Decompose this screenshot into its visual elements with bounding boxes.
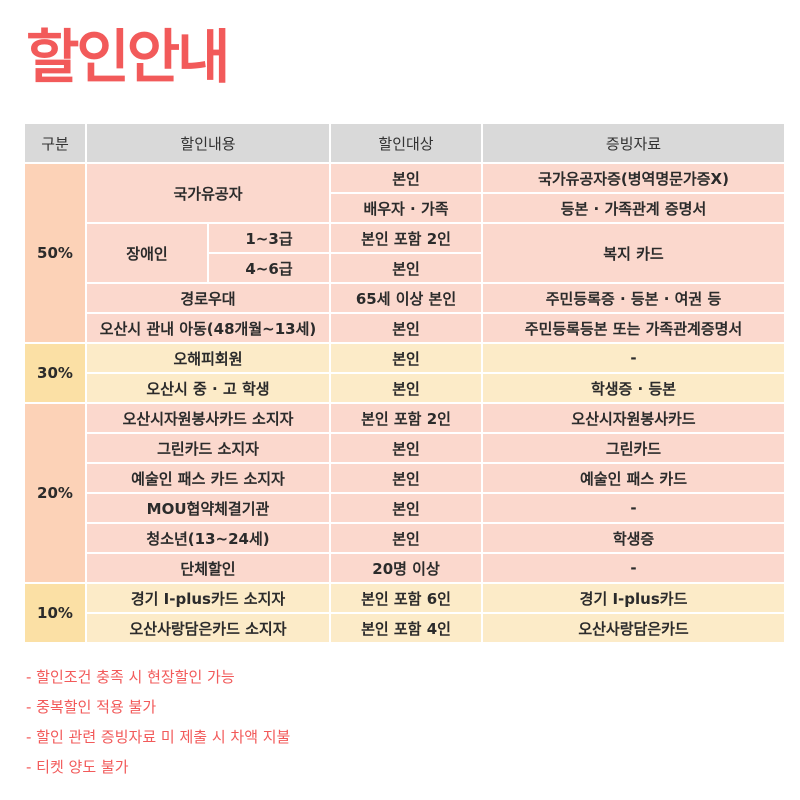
note-item: - 할인조건 충족 시 현장할인 가능 bbox=[26, 668, 235, 686]
target-cell: 본인 bbox=[331, 254, 482, 282]
header-category: 구분 bbox=[25, 124, 85, 162]
rate-cell-30: 30% bbox=[25, 344, 85, 402]
table-row: 오산사랑담은카드 소지자 본인 포함 4인 오산사랑담은카드 bbox=[25, 614, 785, 642]
rate-cell-20: 20% bbox=[25, 404, 85, 582]
target-cell: 본인 포함 6인 bbox=[331, 584, 482, 612]
header-target: 할인대상 bbox=[331, 124, 482, 162]
table-row: 오산시 중 · 고 학생 본인 학생증 · 등본 bbox=[25, 374, 785, 402]
proof-cell: 국가유공자증(병역명문가증X) bbox=[483, 164, 785, 192]
target-cell: 본인 포함 4인 bbox=[331, 614, 482, 642]
table-header-row: 구분 할인내용 할인대상 증빙자료 bbox=[25, 124, 785, 162]
content-cell: 오산시 중 · 고 학생 bbox=[87, 374, 330, 402]
table-row: 장애인 1~3급 본인 포함 2인 복지 카드 bbox=[25, 224, 785, 282]
content-cell: 경기 I-plus카드 소지자 bbox=[87, 584, 330, 612]
proof-cell: 주민등록등본 또는 가족관계증명서 bbox=[483, 314, 785, 342]
proof-cell: 등본 · 가족관계 증명서 bbox=[483, 194, 785, 222]
grade-cell: 4~6급 bbox=[209, 254, 330, 282]
table-row: 30% 오해피회원 본인 - bbox=[25, 344, 785, 402]
content-cell: 장애인 bbox=[87, 224, 207, 282]
proof-cell: 오산사랑담은카드 bbox=[483, 614, 785, 642]
target-cell: 본인 bbox=[331, 524, 482, 552]
note-item: - 티켓 양도 불가 bbox=[26, 758, 129, 776]
target-cell: 본인 포함 2인 bbox=[331, 404, 482, 432]
proof-cell: 주민등록증 · 등본 · 여권 등 bbox=[483, 284, 785, 312]
table-row: 10% 경기 I-plus카드 소지자 본인 포함 6인 경기 I-plus카드 bbox=[25, 584, 785, 642]
note-item: - 중복할인 적용 불가 bbox=[26, 698, 157, 716]
table-row: 20% 오산시자원봉사카드 소지자 본인 포함 2인 오산시자원봉사카드 bbox=[25, 404, 785, 582]
target-cell: 본인 bbox=[331, 344, 482, 372]
target-cell: 본인 bbox=[331, 494, 482, 522]
content-cell: 오해피회원 bbox=[87, 344, 330, 372]
table-row: 그린카드 소지자 본인 그린카드 bbox=[25, 434, 785, 462]
target-cell: 20명 이상 bbox=[331, 554, 482, 582]
proof-cell: 학생증 bbox=[483, 524, 785, 552]
proof-cell: - bbox=[483, 554, 785, 582]
target-cell: 본인 bbox=[331, 164, 482, 192]
table-row: 청소년(13~24세) 본인 학생증 bbox=[25, 524, 785, 552]
content-cell: 국가유공자 bbox=[87, 164, 330, 222]
target-cell: 65세 이상 본인 bbox=[331, 284, 482, 312]
page-title: 할인안내 bbox=[26, 23, 230, 91]
proof-cell: 경기 I-plus카드 bbox=[483, 584, 785, 612]
proof-cell: 학생증 · 등본 bbox=[483, 374, 785, 402]
grade-cell: 1~3급 bbox=[209, 224, 330, 252]
table-row: MOU협약체결기관 본인 - bbox=[25, 494, 785, 522]
content-cell: 오산시 관내 아동(48개월~13세) bbox=[87, 314, 330, 342]
table-row: 50% 국가유공자 본인 국가유공자증(병역명문가증X) bbox=[25, 164, 785, 342]
content-cell: 경로우대 bbox=[87, 284, 330, 312]
note-item: - 할인 관련 증빙자료 미 제출 시 차액 지불 bbox=[26, 728, 291, 746]
table-row: 4~6급 본인 bbox=[25, 254, 784, 282]
rate-cell-50: 50% bbox=[25, 164, 85, 342]
content-cell: 오산사랑담은카드 소지자 bbox=[87, 614, 330, 642]
header-content: 할인내용 bbox=[87, 124, 330, 162]
content-cell: 청소년(13~24세) bbox=[87, 524, 330, 552]
target-cell: 본인 bbox=[331, 374, 482, 402]
table-row: 경로우대 65세 이상 본인 주민등록증 · 등본 · 여권 등 bbox=[25, 284, 785, 312]
proof-cell: 복지 카드 bbox=[483, 224, 785, 282]
target-cell: 본인 bbox=[331, 464, 482, 492]
target-cell: 본인 bbox=[331, 314, 482, 342]
proof-cell: 오산시자원봉사카드 bbox=[483, 404, 785, 432]
proof-cell: 예술인 패스 카드 bbox=[483, 464, 785, 492]
content-cell: MOU협약체결기관 bbox=[87, 494, 330, 522]
discount-table: 구분 할인내용 할인대상 증빙자료 50% 국가유공자 본인 국가유공자증(병역… bbox=[23, 122, 786, 644]
rate-cell-10: 10% bbox=[25, 584, 85, 642]
content-cell: 단체할인 bbox=[87, 554, 330, 582]
proof-cell: - bbox=[483, 344, 785, 372]
content-cell: 예술인 패스 카드 소지자 bbox=[87, 464, 330, 492]
target-cell: 본인 포함 2인 bbox=[331, 224, 482, 252]
table-row: 단체할인 20명 이상 - bbox=[25, 554, 785, 582]
header-proof: 증빙자료 bbox=[483, 124, 785, 162]
proof-cell: 그린카드 bbox=[483, 434, 785, 462]
proof-cell: - bbox=[483, 494, 785, 522]
target-cell: 배우자 · 가족 bbox=[331, 194, 482, 222]
content-cell: 오산시자원봉사카드 소지자 bbox=[87, 404, 330, 432]
table-row: 오산시 관내 아동(48개월~13세) 본인 주민등록등본 또는 가족관계증명서 bbox=[25, 314, 785, 342]
table-row: 예술인 패스 카드 소지자 본인 예술인 패스 카드 bbox=[25, 464, 785, 492]
content-cell: 그린카드 소지자 bbox=[87, 434, 330, 462]
notes-list: - 할인조건 충족 시 현장할인 가능 - 중복할인 적용 불가 - 할인 관련… bbox=[26, 662, 290, 782]
target-cell: 본인 bbox=[331, 434, 482, 462]
table-row: 배우자 · 가족 등본 · 가족관계 증명서 bbox=[25, 194, 785, 222]
